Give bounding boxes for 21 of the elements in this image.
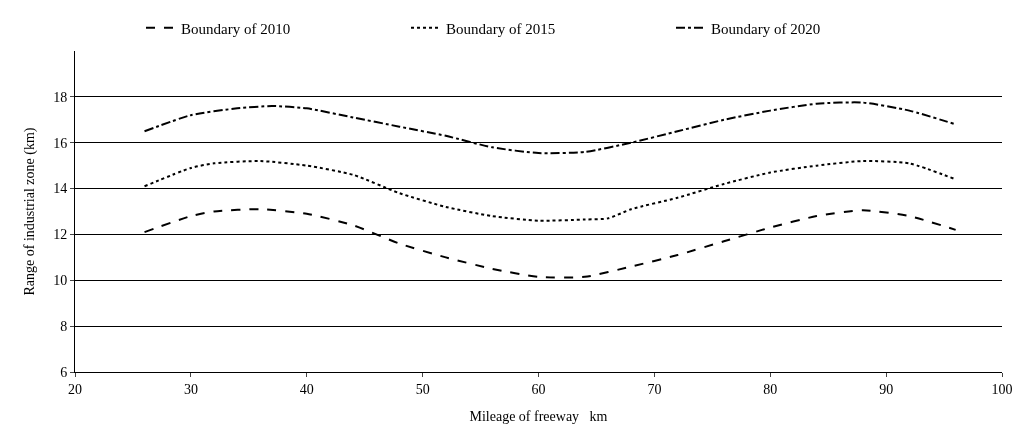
x-tick-label: 20	[68, 381, 82, 397]
legend-label: Boundary of 2015	[446, 20, 556, 37]
x-tick-label: 80	[763, 381, 778, 397]
x-tick-label: 60	[531, 381, 546, 397]
y-tick-label: 18	[53, 89, 68, 105]
y-axis-title: Range of industrial zone (km)	[21, 127, 38, 296]
x-tick-label: 30	[183, 381, 198, 397]
x-tick-label: 70	[647, 381, 662, 397]
x-axis-title: Mileage of freeway km	[469, 409, 608, 425]
x-tick-label: 40	[299, 381, 314, 397]
y-tick-label: 14	[53, 181, 68, 197]
y-tick-label: 16	[53, 135, 68, 151]
x-tick-label: 50	[415, 381, 430, 397]
x-tick-label: 100	[991, 381, 1013, 397]
y-tick-label: 6	[60, 364, 68, 380]
x-tick-label: 90	[879, 381, 894, 397]
legend-label: Boundary of 2020	[711, 20, 821, 37]
y-tick-label: 10	[53, 273, 68, 289]
y-tick-label: 8	[60, 319, 68, 335]
legend-label: Boundary of 2010	[181, 20, 291, 37]
y-tick-label: 12	[53, 227, 68, 243]
